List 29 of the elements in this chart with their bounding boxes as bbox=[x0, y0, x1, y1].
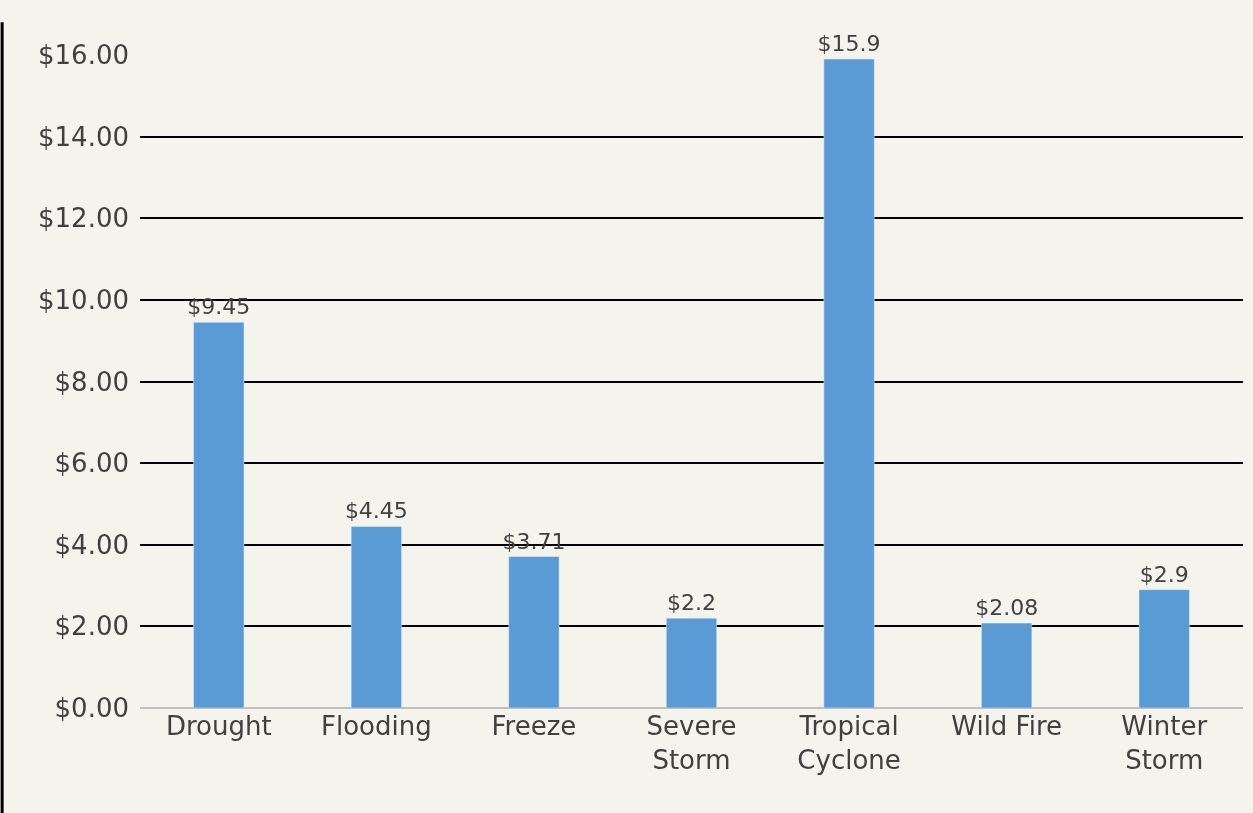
y-tick-label: $14.00 bbox=[38, 121, 129, 152]
bar bbox=[823, 58, 875, 708]
x-tick-label: Flooding bbox=[321, 711, 432, 741]
y-tick-label: $16.00 bbox=[38, 40, 129, 71]
bar bbox=[193, 322, 245, 708]
bar bbox=[508, 556, 560, 708]
x-tick-label: Severe Storm bbox=[646, 711, 737, 775]
x-tick-label: Winter Storm bbox=[1121, 711, 1208, 775]
y-tick-label: $4.00 bbox=[54, 529, 129, 560]
y-tick-label: $12.00 bbox=[38, 203, 129, 234]
y-tick-label: $8.00 bbox=[54, 366, 129, 397]
y-tick-label: $6.00 bbox=[54, 448, 129, 479]
data-label: $2.08 bbox=[975, 595, 1039, 621]
x-tick-label: Freeze bbox=[491, 711, 577, 741]
x-tick-label: Wild Fire bbox=[951, 711, 1063, 741]
data-label: $9.45 bbox=[187, 294, 251, 320]
x-tick-label: Tropical Cyclone bbox=[797, 711, 901, 775]
y-tick-label: $0.00 bbox=[54, 693, 129, 724]
bar bbox=[981, 622, 1033, 708]
y-tick-label: $2.00 bbox=[54, 611, 129, 642]
x-tick-label: Drought bbox=[165, 711, 272, 741]
y-tick-label: $10.00 bbox=[38, 284, 129, 315]
bar bbox=[350, 526, 402, 708]
bar bbox=[1138, 589, 1190, 708]
bar bbox=[666, 617, 717, 708]
data-label: $4.45 bbox=[344, 498, 408, 524]
data-label: $15.9 bbox=[817, 31, 881, 57]
data-label: $2.2 bbox=[667, 590, 716, 616]
data-label: $2.9 bbox=[1139, 561, 1189, 587]
